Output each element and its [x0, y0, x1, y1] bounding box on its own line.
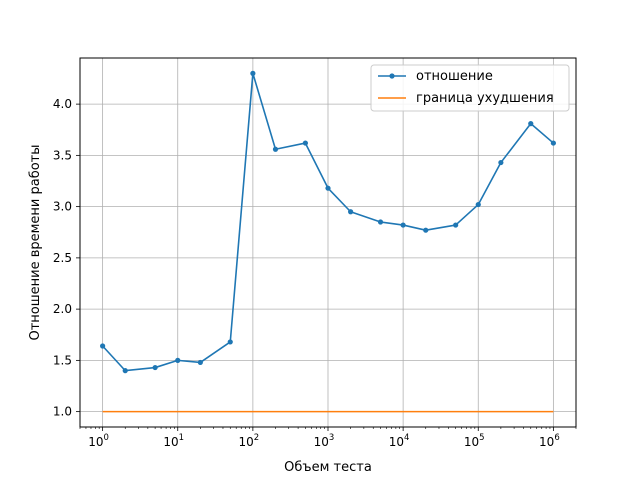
y-tick-label: 4.0	[53, 97, 72, 111]
x-tick-exponent: 5	[479, 433, 484, 443]
x-tick-exponent: 6	[554, 433, 559, 443]
x-tick-base: 10	[163, 435, 178, 449]
x-tick-base: 10	[239, 435, 254, 449]
x-tick-exponent: 1	[179, 433, 184, 443]
x-tick-exponent: 3	[329, 433, 334, 443]
data-point	[348, 209, 354, 215]
data-point	[122, 368, 128, 374]
x-tick-label: 101	[163, 433, 184, 449]
y-axis-label: Отношение времени работы	[28, 144, 43, 340]
data-point	[325, 185, 331, 191]
y-tick-label: 3.0	[53, 200, 72, 214]
data-point	[423, 227, 429, 233]
legend-label: граница ухудшения	[416, 91, 554, 106]
x-tick-exponent: 0	[104, 433, 109, 443]
data-point	[550, 140, 556, 146]
y-tick-label: 3.5	[53, 148, 72, 162]
data-point	[175, 357, 181, 363]
data-point	[528, 121, 534, 127]
legend-label: отношение	[416, 69, 493, 84]
data-point	[377, 219, 384, 225]
data-point	[453, 222, 459, 228]
x-tick-label: 105	[464, 433, 485, 449]
y-tick-label: 1.5	[53, 353, 72, 367]
x-tick-label: 106	[539, 433, 560, 449]
data-point	[250, 70, 256, 76]
x-tick-label: 104	[389, 433, 410, 449]
data-point	[227, 339, 233, 345]
data-point	[475, 201, 481, 208]
x-tick-exponent: 2	[254, 433, 259, 443]
data-point	[498, 159, 504, 166]
x-tick-base: 10	[464, 435, 479, 449]
y-tick-label: 2.5	[53, 251, 72, 265]
x-tick-base: 10	[539, 435, 554, 449]
legend: отношение граница ухудшения	[370, 64, 570, 112]
x-tick-label: 100	[88, 433, 109, 449]
x-tick-exponent: 4	[404, 433, 409, 443]
y-tick-label: 2.0	[53, 302, 72, 316]
legend-swatch-marker	[389, 73, 395, 79]
legend-box	[370, 64, 570, 112]
x-tick-base: 10	[314, 435, 329, 449]
data-point	[100, 343, 106, 349]
data-point	[152, 364, 158, 371]
data-point	[302, 140, 308, 146]
data-point	[197, 359, 203, 366]
y-tick-label: 1.0	[53, 405, 72, 419]
x-axis-label: Объем теста	[284, 460, 372, 475]
x-tick-base: 10	[389, 435, 404, 449]
data-point	[272, 146, 279, 152]
x-tick-base: 10	[88, 435, 103, 449]
data-point	[400, 222, 406, 228]
axis-ticks: 100 101 102 103 104 105 1061.01.52.02.53.03.54…	[53, 97, 577, 449]
plot-area-series	[100, 70, 556, 413]
x-tick-label: 102	[239, 433, 260, 449]
x-tick-label: 103	[314, 433, 335, 449]
